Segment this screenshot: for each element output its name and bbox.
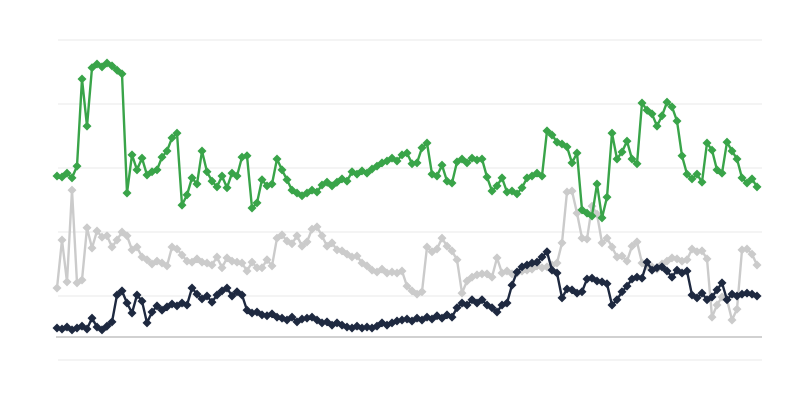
navy-series-diamond-markers: [52, 247, 762, 335]
green-series: [52, 58, 762, 223]
horizontal-gridlines: [58, 39, 762, 361]
green-series-diamond-markers: [52, 58, 762, 223]
gray-series-diamond-markers: [52, 185, 762, 325]
gray-series: [52, 185, 762, 325]
navy-series: [52, 247, 762, 335]
data-series-group: [52, 58, 762, 335]
